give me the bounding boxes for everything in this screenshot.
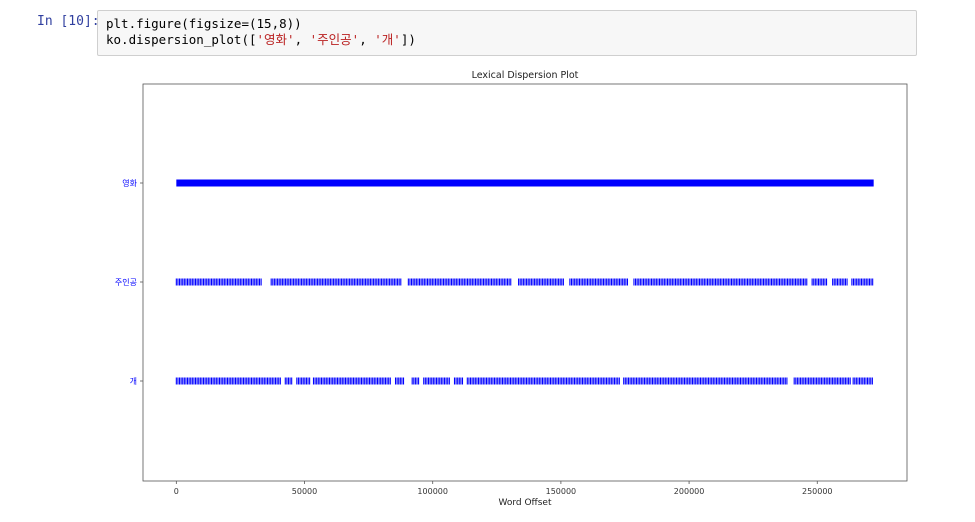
x-axis-label: Word Offset [498,498,552,508]
x-tick-label: 50000 [292,487,317,496]
x-tick-label: 200000 [674,487,705,496]
code-cell[interactable]: plt.figure(figsize=(15,8)) ko.dispersion_… [97,10,917,56]
code-editor[interactable]: plt.figure(figsize=(15,8)) ko.dispersion_… [106,16,416,48]
code-token: plt.figure(figsize=(15,8)) [106,16,302,31]
y-tick-label: 주인공 [115,277,137,287]
y-tick-label: 영화 [122,178,137,188]
code-token: , [359,32,375,47]
x-tick-label: 250000 [802,487,833,496]
x-tick-label: 150000 [546,487,577,496]
series-3-marks [175,377,873,385]
cell-prompt: In [10]: [37,14,100,29]
code-token: ]) [400,32,416,47]
code-string: '개' [374,32,401,47]
plot-marks [175,179,874,385]
code-line: ko.dispersion_plot(['영화', '주인공', '개']) [106,32,416,48]
code-string: '주인공' [309,32,360,47]
x-tick-label: 100000 [417,487,448,496]
series-2-marks [175,278,874,286]
y-tick-label: 개 [130,376,137,386]
code-token: ko.dispersion_plot([ [106,32,257,47]
x-tick-label: 0 [174,487,179,496]
code-token: , [294,32,310,47]
series-1-marks [176,179,874,187]
x-axis: 0 50000 100000 150000 200000 250000 [174,481,833,496]
code-string: '영화' [256,32,295,47]
chart-title: Lexical Dispersion Plot [472,70,579,81]
code-line: plt.figure(figsize=(15,8)) [106,16,416,32]
dispersion-mark [176,179,874,187]
